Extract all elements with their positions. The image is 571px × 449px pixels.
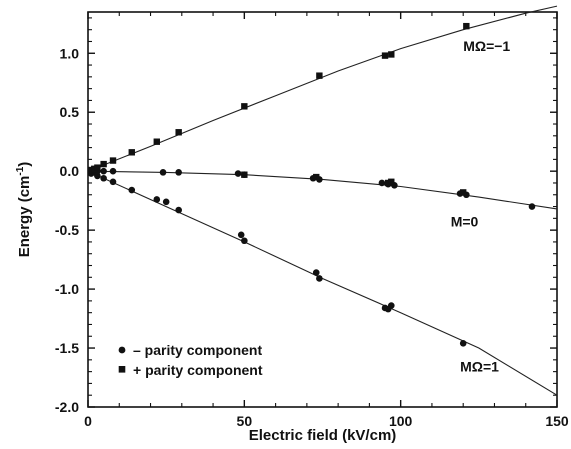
x-tick-label: 0 — [84, 413, 92, 429]
curve-annotations: MΩ=−1 M=0 MΩ=1 — [451, 38, 511, 375]
data-point-square — [128, 149, 135, 156]
y-axis-title-main: Energy (cm — [16, 176, 33, 258]
y-tick-label: -1.5 — [55, 340, 79, 356]
data-point-square — [460, 189, 467, 196]
data-point-square — [100, 160, 107, 168]
data-point-circle — [153, 196, 161, 203]
data-points — [87, 22, 536, 347]
data-point-square — [388, 51, 395, 58]
data-point-circle — [100, 167, 107, 175]
axis-ticks: 0 50 100 150 -2.0 -1.5 -1.0 -0.5 0.0 0.5 1.0 — [55, 12, 569, 429]
data-point-circle — [241, 237, 248, 245]
legend-label-minus-parity: – parity component — [133, 342, 262, 358]
legend: – parity component + parity component — [118, 342, 263, 378]
y-axis-title-close: ) — [16, 162, 33, 167]
y-tick-label: 1.0 — [60, 45, 80, 61]
data-point-circle — [312, 269, 320, 276]
y-tick-label: -0.5 — [55, 222, 79, 238]
data-point-circle — [459, 340, 467, 347]
legend-circle-marker — [118, 346, 126, 354]
curve-annotation: MΩ=1 — [460, 359, 499, 375]
data-point-square — [381, 52, 389, 59]
data-point-square — [241, 171, 248, 178]
data-point-square — [94, 164, 101, 171]
x-axis-title: Electric field (kV/cm) — [249, 427, 397, 444]
legend-square-marker — [118, 366, 126, 373]
legend-label-plus-parity: + parity component — [133, 362, 263, 378]
data-point-circle — [237, 231, 245, 239]
data-point-circle — [159, 169, 167, 176]
y-tick-label: -1.0 — [55, 281, 79, 297]
fit-curve — [87, 5, 558, 172]
y-axis-title-superscript: -1 — [15, 166, 26, 175]
plot-frame — [87, 11, 558, 408]
data-point-circle — [109, 178, 117, 186]
data-point-circle — [387, 302, 395, 309]
y-tick-label: -2.0 — [55, 399, 79, 415]
y-axis-title: Energy (cm-1) — [15, 162, 33, 258]
data-point-circle — [128, 186, 136, 194]
data-point-square — [109, 157, 117, 164]
data-point-circle — [109, 167, 117, 175]
x-tick-label: 100 — [389, 413, 413, 429]
data-point-circle — [234, 170, 242, 177]
data-point-square — [463, 22, 470, 30]
data-point-circle — [175, 169, 182, 176]
data-point-circle — [100, 174, 107, 182]
data-point-circle — [316, 275, 323, 282]
data-point-square — [175, 129, 182, 136]
data-point-circle — [94, 172, 101, 180]
data-point-square — [388, 178, 395, 185]
y-tick-label: 0.5 — [60, 104, 80, 120]
data-point-circle — [378, 179, 386, 187]
data-point-square — [316, 72, 323, 79]
curve-annotation: MΩ=−1 — [463, 38, 510, 54]
data-point-square — [313, 173, 320, 181]
data-point-circle — [175, 206, 182, 214]
data-point-square — [153, 138, 160, 145]
data-point-circle — [528, 203, 536, 210]
y-tick-label: 0.0 — [60, 163, 80, 179]
x-tick-label: 150 — [545, 413, 569, 429]
x-tick-label: 50 — [237, 413, 253, 429]
data-point-circle — [162, 198, 170, 206]
curve-annotation: M=0 — [451, 214, 479, 230]
data-point-square — [241, 103, 248, 110]
